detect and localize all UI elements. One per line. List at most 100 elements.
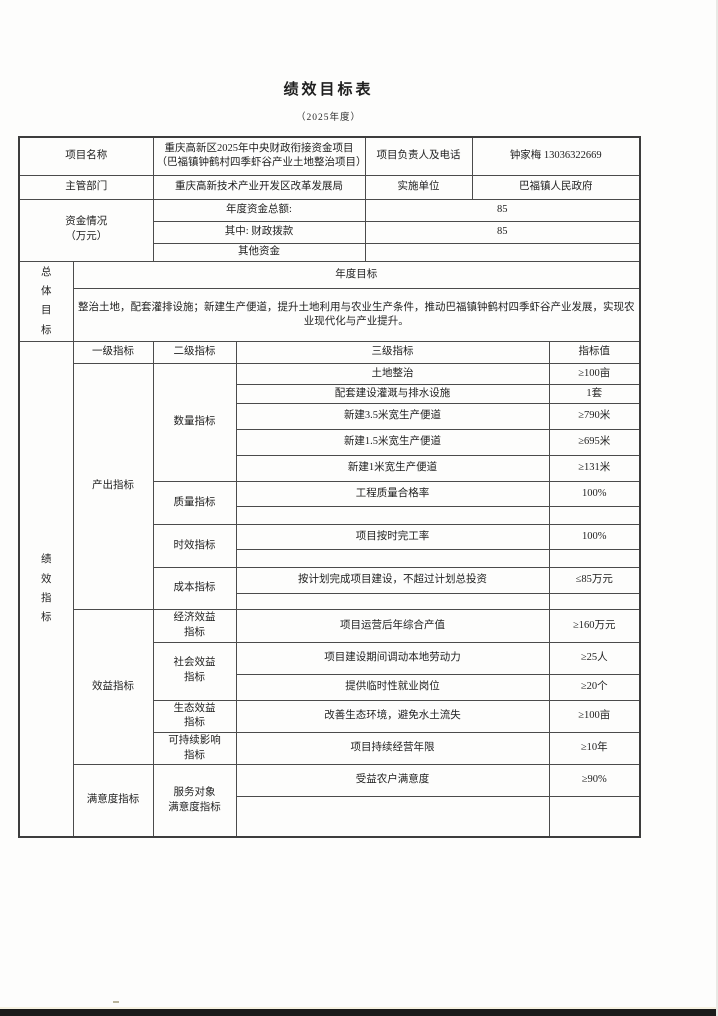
table-row: 新建1米宽生产便道 ≥131米 — [19, 455, 641, 483]
manager-label-cell: 项目负责人及电话 — [364, 136, 473, 176]
table-row: 可持续影响 指标 项目持续经营年限 ≥10年 — [19, 731, 641, 766]
table-row: 产出指标 数量指标 土地整治 ≥100亩 — [19, 363, 641, 611]
project-name-label-cell: 项目名称 — [18, 136, 154, 176]
level2-quality-cell: 质量指标 — [152, 481, 237, 526]
manager-value-cell: 钟家梅 13036322669 — [471, 136, 641, 176]
table-row: 时效指标 项目按时完工率 100% — [19, 524, 641, 569]
overall-goal-section-label: 总体目标 — [18, 260, 74, 343]
annual-goal-header-cell: 年度目标 — [72, 260, 641, 290]
indicator-value-cell: ≥90% — [548, 764, 641, 798]
funding-total-value-cell: 85 — [364, 198, 641, 222]
funding-fiscal-value-cell: 85 — [364, 220, 641, 244]
level1-benefit-cell: 效益指标 — [72, 609, 154, 766]
impl-value-cell: 巴福镇人民政府 — [471, 174, 641, 200]
table-row: 绩效指标 一级指标 二级指标 三级指标 指标值 — [18, 341, 641, 838]
indicator-l3-cell: 配套建设灌溉与排水设施 — [235, 384, 550, 405]
indicator-value-cell — [548, 506, 641, 526]
funding-fiscal-label-cell: 其中: 财政拨款 — [152, 220, 366, 244]
table-row: 质量指标 工程质量合格率 100% — [19, 481, 641, 526]
document-subtitle: （2025年度） — [295, 113, 361, 123]
level2-service-cell: 服务对象 满意度指标 — [152, 764, 237, 838]
indicator-l3-cell — [235, 796, 550, 838]
indicator-value-cell: ≥695米 — [548, 429, 641, 457]
table-row: 其中: 财政拨款 85 — [19, 220, 641, 244]
level2-economic-cell: 经济效益 指标 — [152, 609, 237, 643]
table-row: 总体目标 年度目标 — [18, 260, 641, 343]
indicator-value-cell: ≥160万元 — [548, 609, 641, 643]
indicator-value-cell: 100% — [548, 524, 641, 551]
table-row — [19, 796, 641, 838]
header-level2-cell: 二级指标 — [152, 341, 237, 365]
scan-edge-highlight — [0, 1007, 718, 1009]
scan-bottom-edge — [0, 1009, 718, 1016]
header-level3-cell: 三级指标 — [235, 341, 550, 365]
table-row: 生态效益 指标 改善生态环境，避免水土流失 ≥100亩 — [19, 699, 641, 733]
indicator-l3-cell: 受益农户满意度 — [235, 764, 550, 798]
indicator-value-cell: ≥100亩 — [548, 363, 641, 386]
level2-sustainable-cell: 可持续影响 指标 — [152, 731, 237, 766]
indicator-l3-cell: 项目持续经营年限 — [235, 731, 550, 766]
level2-quantity-cell: 数量指标 — [152, 363, 237, 483]
document-title: 绩效目标表 — [283, 82, 374, 98]
indicator-l3-cell — [235, 549, 550, 569]
indicator-value-cell: ≥131米 — [548, 455, 641, 483]
indicator-l3-cell: 提供临时性就业岗位 — [235, 673, 550, 701]
table-row — [19, 506, 641, 526]
table-row: 其他资金 — [19, 242, 641, 262]
indicator-l3-cell: 新建3.5米宽生产便道 — [235, 403, 550, 431]
header-level1-cell: 一级指标 — [72, 341, 154, 365]
level2-ecological-cell: 生态效益 指标 — [152, 699, 237, 733]
indicator-value-cell — [548, 796, 641, 838]
table-row: 新建3.5米宽生产便道 ≥790米 — [19, 403, 641, 431]
table-row: 社会效益 指标 项目建设期间调动本地劳动力 ≥25人 — [19, 641, 641, 701]
indicator-l3-cell: 新建1.5米宽生产便道 — [235, 429, 550, 457]
indicator-value-cell: 1套 — [548, 384, 641, 405]
dept-label-cell: 主管部门 — [18, 174, 154, 200]
scan-right-edge — [716, 0, 718, 1016]
level2-timeliness-cell: 时效指标 — [152, 524, 237, 569]
indicator-value-cell: ≥100亩 — [548, 699, 641, 733]
project-name-value-cell: 重庆高新区2025年中央财政衔接资金项目 （巴福镇钟鹤村四季虾谷产业土地整治项目… — [152, 136, 366, 176]
table-row: 提供临时性就业岗位 ≥20个 — [19, 673, 641, 701]
indicator-l3-cell: 新建1米宽生产便道 — [235, 455, 550, 483]
indicator-l3-cell: 按计划完成项目建设，不超过计划总投资 — [235, 567, 550, 595]
indicator-value-cell — [548, 549, 641, 569]
indicator-value-cell: ≤85万元 — [548, 567, 641, 595]
annual-goal-text-cell: 整治土地，配套灌排设施；新建生产便道，提升土地利用与农业生产条件，推动巴福镇钟鹤… — [72, 288, 641, 343]
level2-social-cell: 社会效益 指标 — [152, 641, 237, 701]
table-row: 整治土地，配套灌排设施；新建生产便道，提升土地利用与农业生产条件，推动巴福镇钟鹤… — [19, 288, 641, 343]
funding-other-value-cell — [364, 242, 641, 262]
table-row: 成本指标 按计划完成项目建设，不超过计划总投资 ≤85万元 — [19, 567, 641, 611]
indicator-value-cell: ≥25人 — [548, 641, 641, 675]
dept-value-cell: 重庆高新技术产业开发区改革发展局 — [152, 174, 366, 200]
funding-section-label: 资金情况 （万元） — [18, 198, 154, 262]
table-row — [19, 593, 641, 611]
funding-total-label-cell: 年度资金总额: — [152, 198, 366, 222]
performance-target-table: 项目名称 重庆高新区2025年中央财政衔接资金项目 （巴福镇钟鹤村四季虾谷产业土… — [18, 136, 641, 838]
indicator-l3-cell — [235, 506, 550, 526]
indicator-value-cell: ≥20个 — [548, 673, 641, 701]
header-value-cell: 指标值 — [548, 341, 641, 365]
performance-label-text: 绩效指标 — [41, 554, 52, 624]
indicator-value-cell: 100% — [548, 481, 641, 508]
indicator-value-cell: ≥10年 — [548, 731, 641, 766]
indicator-value-cell: ≥790米 — [548, 403, 641, 431]
table-row: 新建1.5米宽生产便道 ≥695米 — [19, 429, 641, 457]
table-row: 资金情况 （万元） 年度资金总额: 85 — [18, 198, 641, 262]
performance-section-label: 绩效指标 — [18, 341, 74, 838]
table-row: 效益指标 经济效益 指标 项目运营后年综合产值 ≥160万元 — [19, 609, 641, 766]
overall-goal-label-text: 总体目标 — [41, 266, 52, 336]
table-row: 满意度指标 服务对象 满意度指标 受益农户满意度 ≥90% — [19, 764, 641, 838]
indicator-l3-cell: 项目运营后年综合产值 — [235, 609, 550, 643]
indicator-l3-cell: 项目按时完工率 — [235, 524, 550, 551]
table-row: 主管部门 重庆高新技术产业开发区改革发展局 实施单位 巴福镇人民政府 — [18, 174, 641, 200]
funding-other-label-cell: 其他资金 — [152, 242, 366, 262]
indicator-value-cell — [548, 593, 641, 611]
indicator-l3-cell: 项目建设期间调动本地劳动力 — [235, 641, 550, 675]
level1-output-cell: 产出指标 — [72, 363, 154, 611]
level2-cost-cell: 成本指标 — [152, 567, 237, 611]
scan-speck — [113, 1001, 119, 1003]
table-row: 项目名称 重庆高新区2025年中央财政衔接资金项目 （巴福镇钟鹤村四季虾谷产业土… — [18, 136, 641, 176]
level1-satisfaction-cell: 满意度指标 — [72, 764, 154, 838]
